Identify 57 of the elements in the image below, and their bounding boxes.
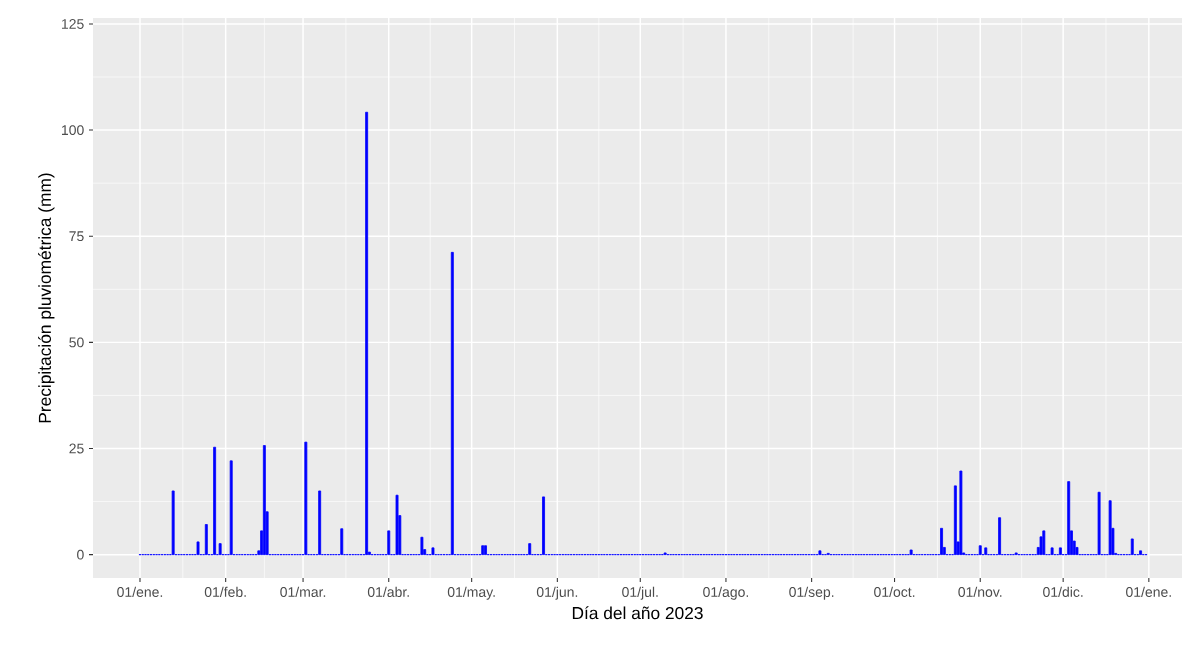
bar bbox=[395, 494, 399, 556]
x-tick-label: 01/ene. bbox=[1126, 586, 1171, 597]
bar bbox=[420, 536, 424, 556]
bar bbox=[959, 470, 963, 556]
x-tick-label: 01/oct. bbox=[874, 586, 915, 597]
bar bbox=[998, 517, 1002, 556]
x-tick-label: 01/ene. bbox=[117, 586, 163, 597]
x-tick-label: 01/sep. bbox=[789, 586, 834, 600]
x-tick-label: 01/feb. bbox=[204, 586, 246, 597]
x-tick-label: 01/jun. bbox=[536, 586, 578, 600]
bar bbox=[318, 490, 322, 556]
bar bbox=[304, 441, 308, 556]
bar bbox=[1042, 530, 1046, 556]
x-axis-title: Día del año 2023 bbox=[572, 606, 703, 620]
y-tick-label: 125 bbox=[62, 18, 84, 29]
bar bbox=[1130, 538, 1134, 556]
y-tick-label: 0 bbox=[77, 549, 84, 560]
bar bbox=[484, 545, 487, 556]
x-tick-label: 01/may. bbox=[447, 586, 495, 600]
bar bbox=[953, 485, 957, 556]
bar bbox=[340, 528, 344, 556]
y-tick-label: 25 bbox=[69, 443, 84, 454]
bar bbox=[940, 527, 943, 556]
x-tick-label: 01/dic. bbox=[1043, 586, 1083, 597]
bar bbox=[1067, 481, 1071, 556]
x-tick-label: 01/nov. bbox=[958, 586, 1002, 597]
x-tick-label: 01/abr. bbox=[367, 586, 409, 597]
bar bbox=[213, 446, 217, 556]
y-axis-title: Precipitación pluviométrica (mm) bbox=[38, 173, 55, 423]
x-tick-label: 01/jul. bbox=[622, 586, 658, 600]
bar bbox=[196, 541, 200, 556]
bar bbox=[978, 545, 982, 556]
bar bbox=[818, 550, 822, 556]
bar bbox=[171, 490, 175, 556]
bar bbox=[431, 547, 435, 556]
bar bbox=[204, 524, 208, 556]
bar bbox=[387, 530, 391, 556]
x-tick-label: 01/mar. bbox=[280, 586, 326, 597]
bar bbox=[365, 111, 369, 556]
bar bbox=[1139, 550, 1142, 556]
y-tick-label: 75 bbox=[69, 231, 84, 242]
bar bbox=[262, 445, 266, 556]
bar bbox=[1108, 500, 1112, 556]
bar bbox=[984, 547, 988, 556]
bar bbox=[528, 543, 532, 556]
bar bbox=[909, 549, 913, 556]
bar bbox=[218, 543, 222, 556]
bar bbox=[481, 545, 485, 556]
y-tick-label: 50 bbox=[69, 337, 84, 348]
bar bbox=[450, 251, 454, 556]
bar bbox=[229, 460, 233, 556]
bar bbox=[1058, 547, 1062, 556]
bar bbox=[542, 496, 545, 556]
x-tick-label: 01/ago. bbox=[703, 586, 749, 600]
bar bbox=[1097, 491, 1101, 556]
y-tick-label: 100 bbox=[62, 125, 84, 136]
bar bbox=[1050, 547, 1054, 556]
